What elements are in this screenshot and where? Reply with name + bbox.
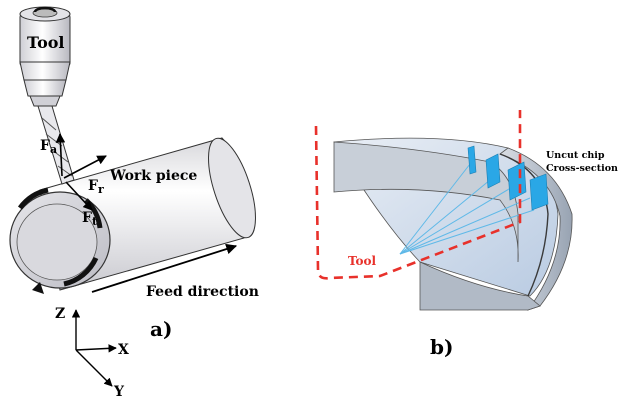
- panel-b-label: b): [430, 335, 453, 359]
- axis-x-arrow: [75, 344, 117, 353]
- chip-section-3: [507, 161, 527, 201]
- tool-holder: [19, 6, 75, 185]
- force-r-label: Fr: [88, 178, 104, 196]
- force-arrows: [55, 133, 107, 211]
- coordinate-axes: [71, 309, 117, 387]
- panel-a-label: a): [150, 317, 172, 341]
- tool-label-a: Tool: [27, 33, 65, 52]
- panel-b: Tool Uncut chip Cross-section b): [314, 110, 618, 359]
- chip-cross-sections: [467, 145, 549, 211]
- force-a-label: Fa: [40, 138, 57, 156]
- force-t-arrow: [65, 181, 93, 211]
- axis-y-label: Y: [113, 384, 125, 398]
- force-t-label: Ft: [82, 210, 98, 228]
- force-r-arrow: [63, 155, 107, 179]
- cutter-lines: [399, 163, 535, 255]
- half-ring-workpiece: [333, 137, 573, 311]
- workpiece-label: Work piece: [109, 168, 197, 184]
- feed-direction-label: Feed direction: [146, 284, 259, 300]
- chip-label-line2: Cross-section: [546, 163, 618, 174]
- feed-direction-arrow: [91, 243, 238, 293]
- axis-x-label: X: [118, 342, 129, 358]
- chip-section-2: [485, 153, 501, 189]
- axis-z-label: Z: [55, 306, 65, 322]
- axis-y-arrow: [75, 349, 113, 387]
- chip-section-1: [467, 145, 477, 175]
- chip-section-4: [529, 173, 549, 211]
- tool-label-b: Tool: [348, 254, 377, 268]
- workpiece-cylinder: [9, 137, 256, 294]
- chip-label-line1: Uncut chip: [546, 150, 605, 161]
- tool-trajectory: [314, 110, 522, 280]
- panel-a: Tool Work piece Feed direction Fa Fr Ft …: [9, 6, 259, 398]
- force-a-arrow: [55, 133, 66, 177]
